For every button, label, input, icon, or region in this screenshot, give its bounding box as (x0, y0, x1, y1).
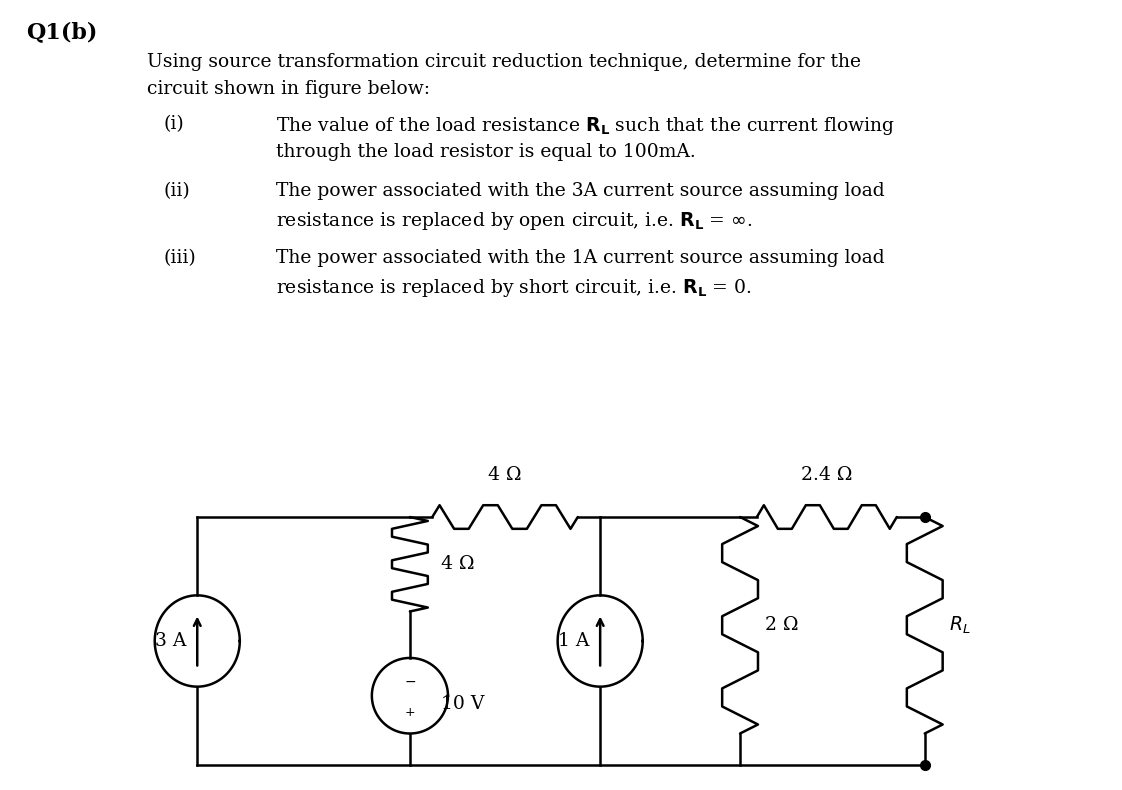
Text: (iii): (iii) (164, 250, 196, 267)
Text: 1 A: 1 A (558, 632, 589, 650)
Text: (ii): (ii) (164, 182, 191, 201)
Text: 2 Ω: 2 Ω (765, 616, 798, 634)
Text: −: − (404, 675, 416, 688)
Text: 4 Ω: 4 Ω (488, 466, 522, 484)
Text: $R_L$: $R_L$ (949, 615, 971, 636)
Text: Using source transformation circuit reduction technique, determine for the: Using source transformation circuit redu… (147, 53, 861, 70)
Text: 10 V: 10 V (441, 694, 485, 713)
Text: +: + (405, 706, 415, 719)
Text: The value of the load resistance $\mathbf{R_L}$ such that the current flowing: The value of the load resistance $\mathb… (276, 115, 894, 137)
Text: (i): (i) (164, 115, 184, 133)
Text: 2.4 Ω: 2.4 Ω (801, 466, 853, 484)
Text: 3 A: 3 A (155, 632, 186, 650)
Text: resistance is replaced by open circuit, i.e. $\mathbf{R_L}$ = $\infty$.: resistance is replaced by open circuit, … (276, 210, 752, 232)
Text: through the load resistor is equal to 100mA.: through the load resistor is equal to 10… (276, 143, 696, 161)
Text: 4 Ω: 4 Ω (441, 555, 475, 574)
Text: The power associated with the 1A current source assuming load: The power associated with the 1A current… (276, 250, 884, 267)
Text: The power associated with the 3A current source assuming load: The power associated with the 3A current… (276, 182, 884, 201)
Text: Q1(b): Q1(b) (26, 21, 98, 43)
Text: circuit shown in figure below:: circuit shown in figure below: (147, 80, 430, 98)
Text: resistance is replaced by short circuit, i.e. $\mathbf{R_L}$ = 0.: resistance is replaced by short circuit,… (276, 277, 752, 299)
